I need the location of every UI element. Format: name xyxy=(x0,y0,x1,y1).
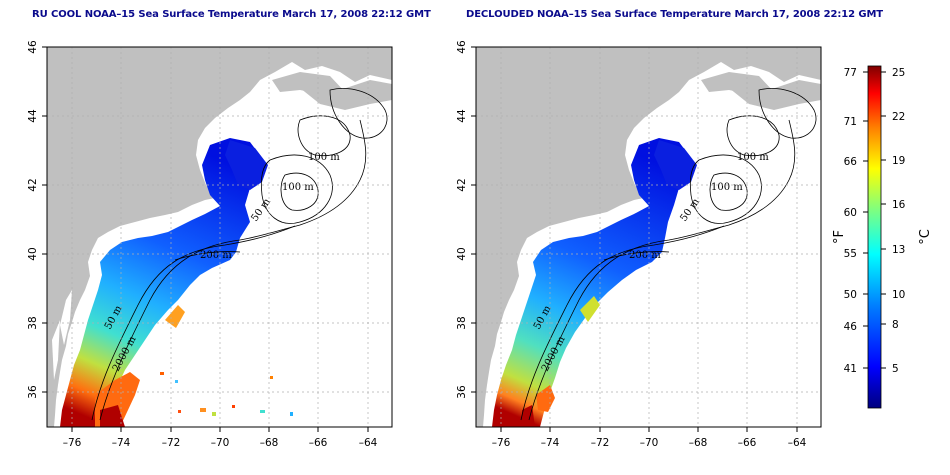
cb-fahrenheit-unit: °F xyxy=(832,230,847,244)
left-xtick-68: –68 xyxy=(260,437,279,449)
cb-f-66: 66 xyxy=(844,156,858,168)
left-label-100m-a: 100 m xyxy=(308,152,340,163)
left-map-speckles xyxy=(160,372,293,416)
colorbar: 77 71 66 60 55 50 46 41 25 22 19 16 13 1… xyxy=(832,65,933,409)
cb-c-19: 19 xyxy=(892,155,905,167)
right-map-cape-breton xyxy=(729,80,821,110)
left-map-nova-scotia xyxy=(272,72,345,95)
right-xtick-64: –64 xyxy=(788,437,807,449)
left-ytick-44: 44 xyxy=(27,109,39,123)
left-xtick-72: –72 xyxy=(162,437,181,449)
right-map-warm-patch xyxy=(536,385,555,412)
cb-c-10: 10 xyxy=(892,289,905,301)
left-label-100m-b: 100 m xyxy=(282,182,314,193)
right-label-100m-b: 100 m xyxy=(711,182,743,193)
left-map-gulf-of-maine-sst xyxy=(225,140,268,190)
right-xtick-70: –70 xyxy=(640,437,659,449)
left-ytick-40: 40 xyxy=(27,247,39,260)
left-panel-title: RU COOL NOAA–15 Sea Surface Temperature … xyxy=(32,9,431,20)
left-ytick-38: 38 xyxy=(27,316,39,329)
left-map-chesapeake xyxy=(52,320,60,380)
cb-f-46: 46 xyxy=(844,321,858,333)
left-ytick-46: 46 xyxy=(27,40,39,54)
right-map-xticks xyxy=(500,427,798,432)
colorbar-gradient xyxy=(867,65,882,409)
cb-f-77: 77 xyxy=(844,67,857,79)
right-map: 100 m 100 m 50 m 200 m 50 m 2000 m xyxy=(456,40,822,449)
right-label-100m-a: 100 m xyxy=(737,152,769,163)
right-map-isobaths xyxy=(520,88,817,421)
left-ytick-42: 42 xyxy=(27,178,39,191)
left-map-land xyxy=(47,47,392,427)
left-map-xticks xyxy=(71,427,369,432)
left-ytick-36: 36 xyxy=(27,385,39,399)
cb-c-16: 16 xyxy=(892,199,906,211)
right-xtick-66: –66 xyxy=(738,437,757,449)
left-xtick-66: –66 xyxy=(309,437,328,449)
cb-f-60: 60 xyxy=(844,207,857,219)
right-ytick-36: 36 xyxy=(456,385,468,399)
left-map-isobaths xyxy=(91,88,388,421)
left-xtick-76: –76 xyxy=(63,437,82,449)
cb-c-8: 8 xyxy=(892,319,899,331)
right-ytick-44: 44 xyxy=(456,109,468,123)
cb-f-50: 50 xyxy=(844,289,857,301)
cb-celsius-unit: °C xyxy=(918,229,933,245)
cb-c-25: 25 xyxy=(892,67,905,79)
cb-c-22: 22 xyxy=(892,111,905,123)
cb-c-13: 13 xyxy=(892,244,905,256)
left-xtick-70: –70 xyxy=(211,437,230,449)
left-map-warm-edge xyxy=(165,305,185,328)
colorbar-ticks xyxy=(863,71,886,369)
right-xtick-76: –76 xyxy=(492,437,511,449)
right-map-yticks xyxy=(471,46,476,393)
right-ytick-40: 40 xyxy=(456,247,468,260)
right-map-nova-scotia xyxy=(701,72,774,95)
right-map-gulf-of-maine-sst xyxy=(654,140,697,190)
right-xtick-74: –74 xyxy=(541,437,560,449)
right-ytick-46: 46 xyxy=(456,40,468,54)
left-map-grid xyxy=(47,46,392,427)
right-map-warm-edge xyxy=(580,296,600,322)
right-ytick-42: 42 xyxy=(456,178,468,191)
left-map-hot-patch xyxy=(100,405,125,427)
cb-f-41: 41 xyxy=(844,363,857,375)
cb-c-5: 5 xyxy=(892,363,899,375)
left-map-yticks xyxy=(42,46,47,393)
left-map-cape-breton xyxy=(300,80,392,110)
right-xtick-68: –68 xyxy=(689,437,708,449)
left-xtick-74: –74 xyxy=(112,437,131,449)
right-map-grid xyxy=(476,47,821,427)
cb-f-55: 55 xyxy=(844,248,857,260)
left-label-200m: 200 m xyxy=(200,250,232,261)
right-map-sst-field xyxy=(492,138,691,427)
right-panel-title: DECLOUDED NOAA–15 Sea Surface Temperatur… xyxy=(466,9,884,20)
cb-f-71: 71 xyxy=(844,116,857,128)
left-map: 100 m 100 m 50 m 200 m 50 m 2000 m xyxy=(27,40,393,449)
right-label-200m: 200 m xyxy=(629,250,661,261)
left-xtick-64: –64 xyxy=(359,437,378,449)
right-ytick-38: 38 xyxy=(456,316,468,329)
right-xtick-72: –72 xyxy=(591,437,610,449)
left-map-bay xyxy=(60,290,72,345)
right-map-land xyxy=(476,47,821,427)
